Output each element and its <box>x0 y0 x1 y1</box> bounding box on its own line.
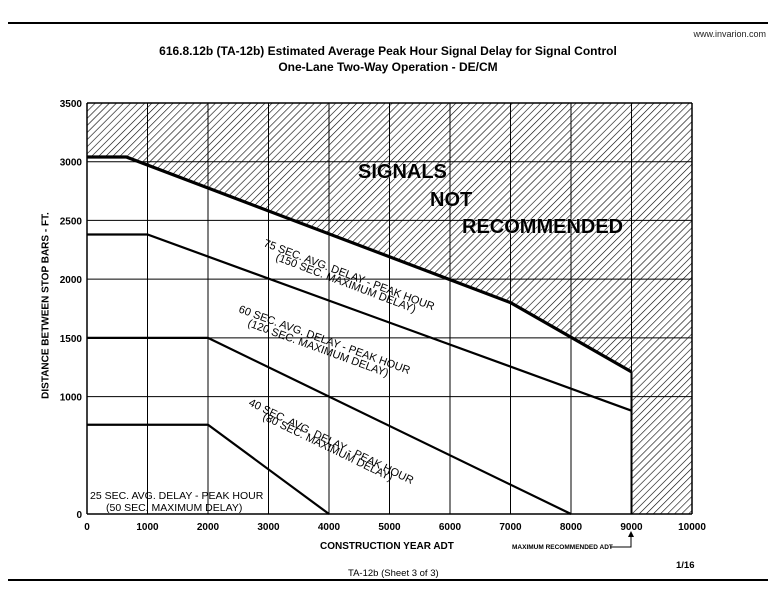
signals-not-recommended-text: NOT <box>430 189 472 211</box>
page-number: 1/16 <box>676 560 695 571</box>
max-adt-arrow-line <box>610 535 632 548</box>
x-tick-label: 7000 <box>499 522 522 533</box>
delay-curve-0 <box>87 155 633 374</box>
arrow-up-icon <box>628 531 634 537</box>
y-tick-label: 1000 <box>60 393 83 404</box>
x-tick-label: 4000 <box>318 522 341 533</box>
y-tick-label: 2500 <box>60 216 83 227</box>
x-tick-label: 2000 <box>197 522 220 533</box>
label-25s-line2: (50 SEC. MAXIMUM DELAY) <box>106 502 242 514</box>
delay-curve-3 <box>87 423 330 515</box>
delay-curve-1 <box>87 233 632 412</box>
y-tick-label: 2000 <box>60 275 83 286</box>
x-tick-label: 1000 <box>136 522 159 533</box>
watermark: www.invarion.com <box>693 29 766 39</box>
x-tick-label: 5000 <box>378 522 401 533</box>
chart-subtitle: One-Lane Two-Way Operation - DE/CM <box>278 60 498 74</box>
x-tick-label: 8000 <box>560 522 583 533</box>
axis-ticks: 0 1000 2000 3000 4000 5000 6000 7000 8000 9000 100… <box>60 99 707 533</box>
x-axis-label: CONSTRUCTION YEAR ADT <box>320 541 454 552</box>
sheet-label: TA-12b (Sheet 3 of 3) <box>348 568 439 579</box>
y-tick-label: 0 <box>76 510 82 521</box>
delay-curves <box>87 155 633 515</box>
x-tick-label: 9000 <box>620 522 643 533</box>
x-tick-label: 3000 <box>257 522 280 533</box>
signals-not-recommended-region <box>87 103 692 514</box>
y-axis-label: DISTANCE BETWEEN STOP BARS - FT. <box>40 212 52 399</box>
hatched-area <box>87 103 692 514</box>
label-60s-line2: (120 SEC. MAXIMUM DELAY) <box>246 318 390 380</box>
delay-curve-2 <box>87 336 572 515</box>
y-tick-label: 3000 <box>60 158 83 169</box>
chart-title: 616.8.12b (TA-12b) Estimated Average Pea… <box>159 44 617 58</box>
signals-not-recommended-text: SIGNALS <box>358 161 447 183</box>
page-frame <box>8 22 768 581</box>
x-tick-label: 10000 <box>678 522 706 533</box>
y-tick-label: 3500 <box>60 99 83 110</box>
label-40s-line2: (80 SEC. MAXIMUM DELAY) <box>261 411 395 484</box>
signals-not-recommended-text: RECOMMENDED <box>462 216 623 238</box>
x-tick-label: 6000 <box>439 522 462 533</box>
label-25s-line1: 25 SEC. AVG. DELAY - PEAK HOUR <box>90 490 264 502</box>
y-tick-label: 1500 <box>60 334 83 345</box>
max-adt-label: MAXIMUM RECOMMENDED ADT <box>512 544 613 551</box>
x-tick-label: 0 <box>84 522 90 533</box>
annotations: SIGNALS NOT RECOMMENDED MAXIMUM RECOMMENDED… <box>358 161 634 551</box>
